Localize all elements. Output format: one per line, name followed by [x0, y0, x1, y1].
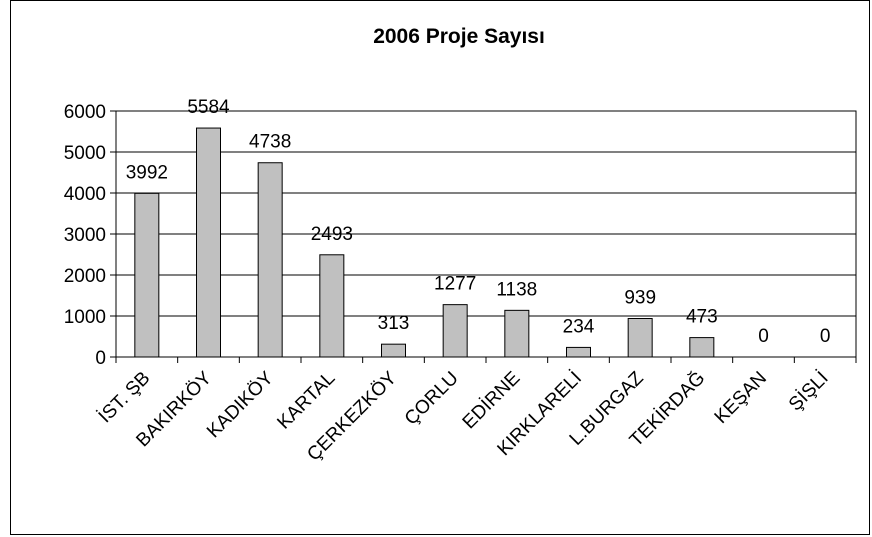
data-label: 0: [820, 326, 831, 347]
bar-chart: 2006 Proje Sayısı 0 1000 2000 3000 4000 5000 6…: [64, 25, 857, 465]
data-label: 939: [624, 288, 656, 309]
data-label: 3992: [126, 162, 168, 183]
x-tick-label: KEŞAN: [711, 368, 771, 428]
bar: [257, 162, 283, 358]
data-label: 313: [378, 313, 410, 334]
bar: [504, 309, 530, 358]
data-label: 1277: [434, 274, 476, 295]
y-tick-label: 6000: [64, 102, 106, 123]
gridlines: [116, 110, 856, 358]
data-label: 4738: [249, 132, 291, 153]
x-tick-label: ÇORLU: [401, 368, 463, 430]
data-label: 234: [563, 316, 595, 337]
data-label: 0: [758, 326, 769, 347]
bar: [319, 254, 345, 358]
x-tick-label: İST. ŞB: [95, 368, 155, 428]
chart-frame: 2006 Proje Sayısı 0 1000 2000 3000 4000 5000 6…: [10, 0, 870, 535]
y-tick-label: 2000: [64, 266, 106, 287]
y-axis: 0 1000 2000 3000 4000 5000 6000: [64, 102, 116, 369]
data-label: 473: [686, 307, 718, 328]
data-labels: 3992 5584 4738 2493 313 1277 1138 234 939 473 0 0: [126, 97, 831, 347]
bar: [566, 346, 591, 358]
bar: [689, 337, 715, 358]
x-tick-label: ŞİŞLİ: [785, 368, 833, 416]
y-tick-label: 4000: [64, 184, 106, 205]
bars: [134, 127, 715, 358]
bar: [627, 318, 653, 358]
x-tick-label: KADIKÖY: [203, 367, 278, 442]
data-label: 1138: [496, 279, 537, 300]
bar: [134, 192, 160, 358]
data-label: 5584: [187, 97, 230, 118]
chart-title: 2006 Proje Sayısı: [373, 25, 545, 48]
data-label: 2493: [311, 224, 353, 245]
bar: [196, 127, 221, 358]
y-tick-label: 3000: [64, 225, 106, 246]
y-tick-label: 0: [95, 348, 106, 369]
y-tick-label: 1000: [64, 307, 106, 328]
y-tick-label: 5000: [64, 143, 106, 164]
bar: [442, 304, 468, 358]
bar: [381, 343, 406, 358]
